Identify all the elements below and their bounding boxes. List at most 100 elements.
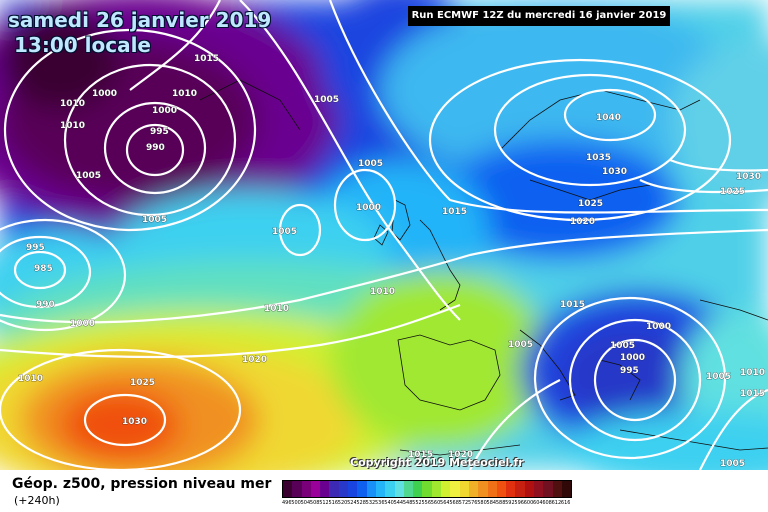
colorbar-tick-label: 508 [309,500,320,506]
colorbar-tick-label: 496 [282,500,292,506]
colorbar-tick-label: 584 [486,500,496,506]
z500-color-field [0,0,768,470]
colorbar-tick-label: 552 [412,500,422,506]
colorbar-swatch [487,481,497,497]
colorbar-tick-label: 504 [300,500,310,506]
colorbar-swatch [524,481,535,497]
colorbar-tick-label: 568 [449,500,459,506]
isobar-label: 1030 [736,172,761,182]
colorbar-swatch [431,481,442,497]
colorbar-swatch [468,481,479,497]
isobar-label: 1015 [442,207,467,217]
colorbar-tick-label: 532 [365,500,375,506]
isobar-label: 1010 [60,121,85,131]
colorbar-swatch [459,481,469,497]
colorbar-swatch [543,481,553,497]
colorbar-swatch [366,481,376,497]
colorbar-swatch [292,481,302,497]
isobar-label: 995 [620,366,639,376]
isobar-label: 1020 [242,355,267,365]
isobar-label: 1010 [740,368,765,378]
z500-colorbar-labels: 496 500 504 508 512 516 520 524 528 532 536 540 544 5… [282,498,570,508]
isobar-label: 1005 [142,215,167,225]
colorbar-swatch [301,481,311,497]
colorbar-tick-label: 524 [347,500,357,506]
isobar-label: 1030 [122,417,147,427]
colorbar-swatch [450,481,460,497]
colorbar-tick-label: 564 [440,500,450,506]
isobar-label: 1005 [706,372,731,382]
colorbar-swatch [329,481,339,497]
isobar-label: 1000 [646,322,671,332]
isobar-label: 1035 [586,153,611,163]
isobar-label: 985 [34,264,53,274]
isobar-label: 1010 [172,89,197,99]
isobar-label: 1025 [130,378,155,388]
colorbar-swatch [320,481,330,497]
colorbar-tick-label: 520 [337,500,348,506]
colorbar-swatch [441,481,451,497]
forecast-date: samedi 26 janvier 2019 [8,8,272,32]
colorbar-swatch [283,481,293,497]
colorbar-swatch [552,481,562,497]
colorbar-tick-label: 528 [356,500,366,506]
colorbar-tick-label: 596 [514,500,524,506]
colorbar-swatch [534,481,544,497]
colorbar-tick-label: 600 [523,500,534,506]
colorbar-tick-label: 612 [551,500,561,506]
isobar-label: 1000 [92,89,117,99]
colorbar-tick-label: 540 [384,500,394,506]
colorbar-tick-label: 544 [393,500,403,506]
forecast-time: 13:00 locale [14,33,151,57]
colorbar-swatch [478,481,488,497]
isobar-label: 1000 [620,353,645,363]
isobar-label: 1005 [720,459,745,469]
colorbar-tick-label: 548 [402,500,413,506]
isobar-label: 1020 [570,217,595,227]
colorbar-swatch [348,481,358,497]
isobar-label: 1010 [60,99,85,109]
colorbar-swatch [422,481,432,497]
isobar-label: 1005 [508,340,533,350]
colorbar-tick-label: 588 [495,500,506,506]
colorbar-tick-label: 580 [477,500,487,506]
colorbar-swatch [394,481,404,497]
isobar-label: 1040 [596,113,621,123]
isobar-label: 1005 [314,95,339,105]
colorbar-tick-label: 592 [505,500,515,506]
colorbar-swatch [515,481,525,497]
colorbar-tick-label: 608 [542,500,552,506]
colorbar-swatch [375,481,386,497]
colorbar-tick-label: 500 [291,500,301,506]
isobar-label: 1005 [358,159,383,169]
isobar-label: 1010 [18,374,43,384]
colorbar-swatch [310,481,321,497]
legend-title: Géop. z500, pression niveau mer [12,476,272,492]
isobar-label: 1020 [448,450,473,460]
colorbar-swatch [506,481,516,497]
colorbar-swatch [413,481,423,497]
isobar-label: 1015 [740,389,765,399]
isobar-label: 1010 [264,304,289,314]
model-run-label: Run ECMWF 12Z du mercredi 16 janvier 201… [408,6,670,26]
lead-time: (+240h) [14,494,60,507]
geopotential-pressure-map: 1015 1010 1010 1010 1000 1000 995 990 10… [0,0,768,470]
isobar-label: 1000 [152,106,177,116]
isobar-label: 990 [146,143,165,153]
copyright-text: Copyright 2019 Meteociel.fr [350,456,524,469]
isobar-label: 1010 [370,287,395,297]
isobar-label: 1015 [194,54,219,64]
colorbar-tick-label: 604 [533,500,543,506]
isobar-label: 1000 [356,203,381,213]
isobar-label: 995 [150,127,169,137]
isobar-label: 1025 [720,187,745,197]
colorbar-tick-label: 572 [458,500,468,506]
colorbar-tick-label: 560 [430,500,441,506]
isobar-label: 1005 [272,227,297,237]
colorbar-tick-label: 536 [374,500,385,506]
colorbar-swatch [496,481,507,497]
colorbar-swatch [357,481,367,497]
isobar-lines [0,0,768,470]
isobar-label: 1030 [602,167,627,177]
